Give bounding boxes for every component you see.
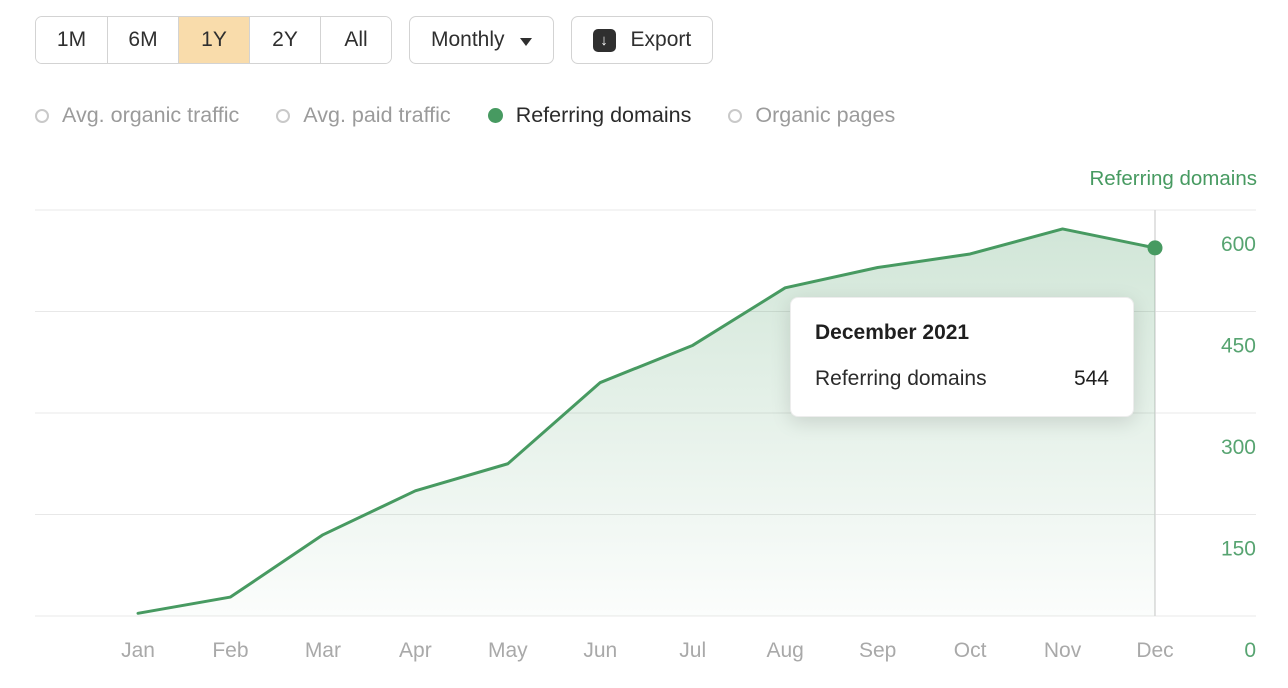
legend-item-avg-paid-traffic[interactable]: Avg. paid traffic <box>276 103 451 128</box>
granularity-dropdown[interactable]: Monthly <box>409 16 554 64</box>
granularity-label: Monthly <box>431 28 505 51</box>
tooltip-metric-value: 544 <box>1073 367 1109 390</box>
legend-item-referring-domains[interactable]: Referring domains <box>487 103 692 128</box>
chevron-down-icon <box>519 37 532 46</box>
area-fill <box>138 228 1155 617</box>
x-tick-label: Apr <box>399 639 432 662</box>
radio-circle-icon <box>728 108 743 123</box>
x-tick-label: Dec <box>1136 639 1173 662</box>
chart-tooltip: December 2021 Referring domains 544 <box>790 297 1134 417</box>
highlight-point <box>1147 240 1163 256</box>
y-tick-label: 0 <box>1244 639 1256 662</box>
export-button[interactable]: ↓ Export <box>570 16 714 64</box>
legend-item-label: Referring domains <box>515 103 692 127</box>
chart-legend: Avg. organic traffic Avg. paid traffic R… <box>35 103 895 128</box>
range-button-1y[interactable]: 1Y <box>178 17 249 63</box>
y-tick-label: 150 <box>1221 538 1256 561</box>
series-line <box>136 227 1157 615</box>
export-label: Export <box>630 28 692 51</box>
x-tick-label: May <box>488 639 528 662</box>
tooltip-row: Referring domains 544 <box>815 367 1109 391</box>
y-tick-label: 300 <box>1221 436 1256 459</box>
x-tick-label: Jul <box>679 639 706 662</box>
range-button-1m[interactable]: 1M <box>36 17 107 63</box>
range-button-all[interactable]: All <box>320 17 391 63</box>
tooltip-title: December 2021 <box>815 321 970 344</box>
radio-circle-icon <box>276 108 291 123</box>
x-tick-label: Nov <box>1044 639 1082 662</box>
x-tick-label: Oct <box>954 639 987 662</box>
legend-item-label: Organic pages <box>755 103 896 127</box>
y-tick-label: 600 <box>1221 233 1256 256</box>
y-tick-label: 450 <box>1221 335 1256 358</box>
y-axis-title: Referring domains <box>1089 167 1258 190</box>
legend-item-organic-pages[interactable]: Organic pages <box>728 103 895 128</box>
x-tick-label: Sep <box>859 639 896 662</box>
tooltip-metric-label: Referring domains <box>815 367 987 390</box>
x-tick-label: Jan <box>121 639 155 662</box>
time-range-group: 1M 6M 1Y 2Y All <box>35 16 392 64</box>
x-tick-label: Aug <box>766 639 803 662</box>
radio-circle-icon <box>35 108 49 123</box>
range-button-2y[interactable]: 2Y <box>249 17 320 63</box>
radio-circle-icon <box>487 108 503 123</box>
range-button-6m[interactable]: 6M <box>107 17 178 63</box>
toolbar: 1M 6M 1Y 2Y All Monthly ↓ Export <box>35 16 714 64</box>
legend-item-label: Avg. paid traffic <box>303 103 451 127</box>
x-tick-label: Jun <box>583 639 617 662</box>
x-tick-label: Mar <box>305 639 341 662</box>
legend-item-avg-organic-traffic[interactable]: Avg. organic traffic <box>35 103 239 128</box>
download-icon: ↓ <box>592 28 616 52</box>
legend-item-label: Avg. organic traffic <box>62 103 240 127</box>
x-tick-label: Feb <box>212 639 248 662</box>
